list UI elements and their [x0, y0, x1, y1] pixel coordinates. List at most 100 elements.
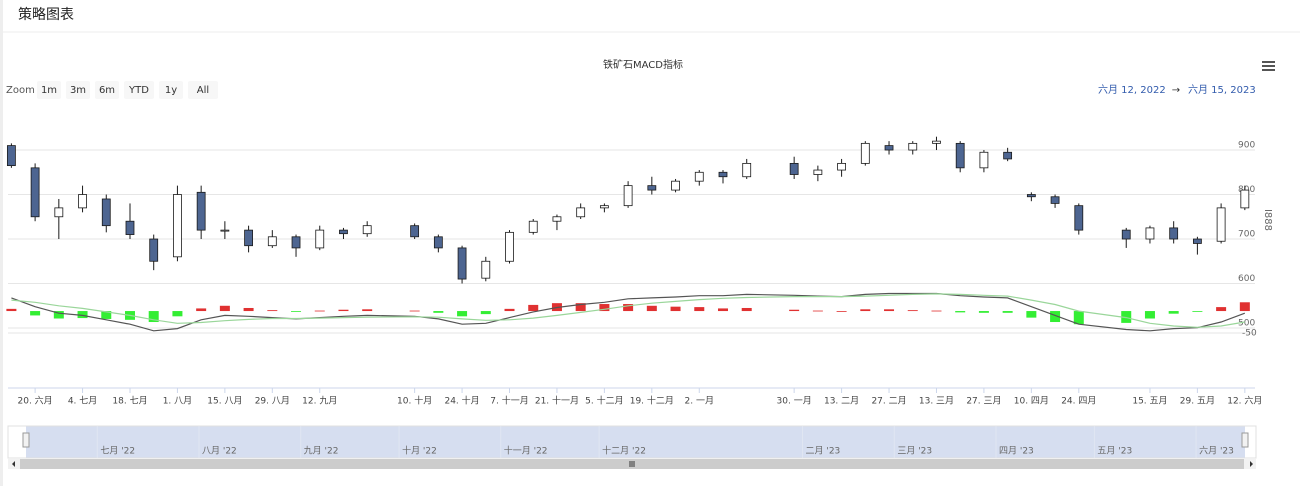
candle-body	[315, 229, 325, 249]
zoom-button-label[interactable]: YTD	[128, 85, 149, 96]
x-tick-label: 12. 九月	[302, 396, 337, 407]
macd-histogram-bar	[1144, 311, 1155, 319]
zoom-button-label[interactable]: 1y	[165, 85, 177, 96]
x-tick-label: 10. 四月	[1014, 396, 1049, 407]
candle-body	[979, 151, 989, 169]
page-header: 策略图表	[18, 6, 74, 23]
macd-histogram-bar	[314, 310, 325, 312]
candle-body	[505, 231, 514, 262]
candle-body	[30, 167, 40, 218]
macd-line	[11, 293, 1245, 328]
y-tick-label: 600	[1238, 274, 1255, 284]
macd-histogram-bar	[504, 308, 515, 312]
macd-histogram-bar	[931, 310, 942, 312]
macd-histogram-bar	[1168, 311, 1179, 314]
macd-histogram-bar	[741, 307, 752, 312]
candle-body	[54, 207, 64, 218]
macd-histogram-bar	[575, 303, 586, 312]
candle-body	[196, 191, 206, 231]
left-border	[0, 0, 3, 486]
macd-histogram-bar	[599, 304, 610, 312]
x-tick-label: 1. 八月	[163, 396, 192, 407]
zoom-button[interactable]	[37, 81, 61, 99]
macd-histogram-bar	[362, 309, 373, 312]
zoom-button-label[interactable]: 1m	[41, 85, 57, 96]
candle-body	[718, 171, 728, 178]
candle-body	[101, 198, 111, 227]
scroll-left[interactable]	[12, 461, 15, 467]
range-to[interactable]: 六月 15, 2023	[1188, 84, 1256, 96]
macd-histogram-bar	[196, 308, 207, 312]
macd-histogram-bar	[77, 311, 88, 319]
candle-body	[932, 140, 941, 144]
candle-body	[339, 229, 348, 235]
candle-body	[1240, 189, 1250, 209]
candle-body	[1026, 194, 1036, 198]
zoom-button[interactable]	[95, 81, 119, 99]
x-tick-label: 13. 二月	[824, 396, 859, 407]
macd-histogram-bar	[243, 307, 254, 312]
x-tick-label: 24. 十月	[444, 395, 479, 407]
navigator-label: 七月 '22	[100, 446, 135, 457]
navigator-label: 四月 '23	[999, 446, 1034, 457]
zoom-button[interactable]	[124, 81, 154, 99]
candle-body	[433, 236, 443, 249]
navigator-selection[interactable]	[26, 426, 1245, 458]
zoom-button-label[interactable]: 6m	[99, 85, 115, 96]
candle-body	[671, 180, 680, 191]
macd-histogram-bar	[1192, 311, 1203, 312]
macd-histogram-bar	[457, 311, 468, 317]
candle-body	[481, 260, 491, 279]
candle-body	[742, 162, 752, 178]
menu-bar	[1262, 65, 1275, 67]
candle-body	[1074, 205, 1084, 231]
macd-histogram-bar	[717, 308, 728, 312]
x-tick-label: 18. 七月	[112, 396, 147, 407]
candle-body	[955, 142, 965, 169]
x-tick-label: 12. 六月	[1227, 395, 1262, 407]
candle-body	[1192, 238, 1202, 244]
candle-body	[884, 145, 894, 151]
scroll-right[interactable]	[1250, 461, 1253, 467]
candle-body	[149, 238, 159, 262]
zoom-button[interactable]	[66, 81, 90, 99]
x-tick-label: 2. 一月	[685, 396, 714, 407]
y-tick-label: 700	[1238, 230, 1255, 240]
navigator-label: 二月 '23	[805, 446, 840, 457]
y-axis-title: I888	[1262, 209, 1273, 231]
zoom-button-label[interactable]: 3m	[70, 85, 86, 96]
macd-histogram-bar	[955, 311, 966, 313]
candle-body	[1050, 196, 1060, 204]
navigator-frame	[7, 425, 1257, 459]
candle-body	[457, 247, 467, 280]
candle-body	[789, 162, 799, 175]
macd-histogram-bar	[670, 306, 681, 312]
macd-histogram-bar	[1026, 311, 1037, 318]
zoom-button-label[interactable]: All	[197, 85, 209, 96]
macd-histogram-bar	[694, 307, 705, 312]
macd-histogram-bar	[789, 309, 800, 312]
menu-button[interactable]	[1260, 59, 1276, 75]
navigator-handle[interactable]	[1241, 432, 1249, 448]
candle-body	[908, 142, 918, 151]
macd-histogram-bar	[978, 311, 989, 313]
zoom-button[interactable]	[188, 81, 218, 99]
macd-histogram-bar	[338, 309, 349, 312]
macd-histogram-bar	[1239, 302, 1250, 312]
x-tick-label: 13. 三月	[919, 396, 954, 407]
navigator-handle[interactable]	[22, 432, 30, 448]
navigator-label: 十月 '22	[402, 445, 437, 457]
navigator-label: 六月 '23	[1199, 445, 1234, 457]
macd-histogram-bar	[480, 311, 491, 315]
candle-body	[647, 185, 657, 191]
x-tick-label: 10. 十月	[397, 395, 432, 407]
macd-histogram-bar	[267, 310, 278, 312]
macd-histogram-bar	[836, 311, 847, 312]
x-tick-label: 7. 十一月	[490, 395, 528, 407]
range-from[interactable]: 六月 12, 2022	[1098, 84, 1166, 96]
zoom-button[interactable]	[159, 81, 183, 99]
macd-histogram-bar	[172, 311, 183, 317]
candle-body	[362, 225, 372, 235]
macd-histogram-bar	[1050, 311, 1061, 323]
